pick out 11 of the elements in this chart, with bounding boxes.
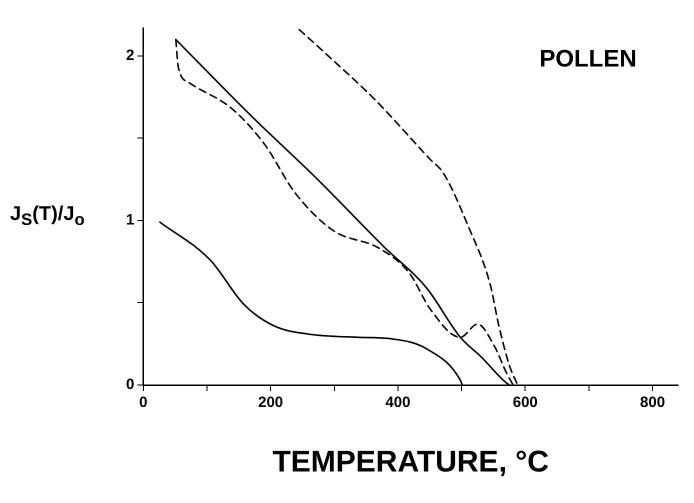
y-tick-label: 2 <box>126 47 134 64</box>
x-tick-label: 0 <box>139 394 148 412</box>
annotation: POLLEN <box>539 46 637 73</box>
x-tick-label: 200 <box>258 394 284 412</box>
x-tick-label: 600 <box>512 394 538 412</box>
y-tick-label: 0 <box>126 376 134 394</box>
y-axis-title: J$_{S}$(T)/J$_{o}$ <box>10 203 85 230</box>
x-axis-title: TEMPERATURE, °C <box>272 445 549 478</box>
x-tick-label: 800 <box>640 394 666 412</box>
x-tick-label: 400 <box>385 394 410 412</box>
y-tick-label: 1 <box>126 212 134 229</box>
